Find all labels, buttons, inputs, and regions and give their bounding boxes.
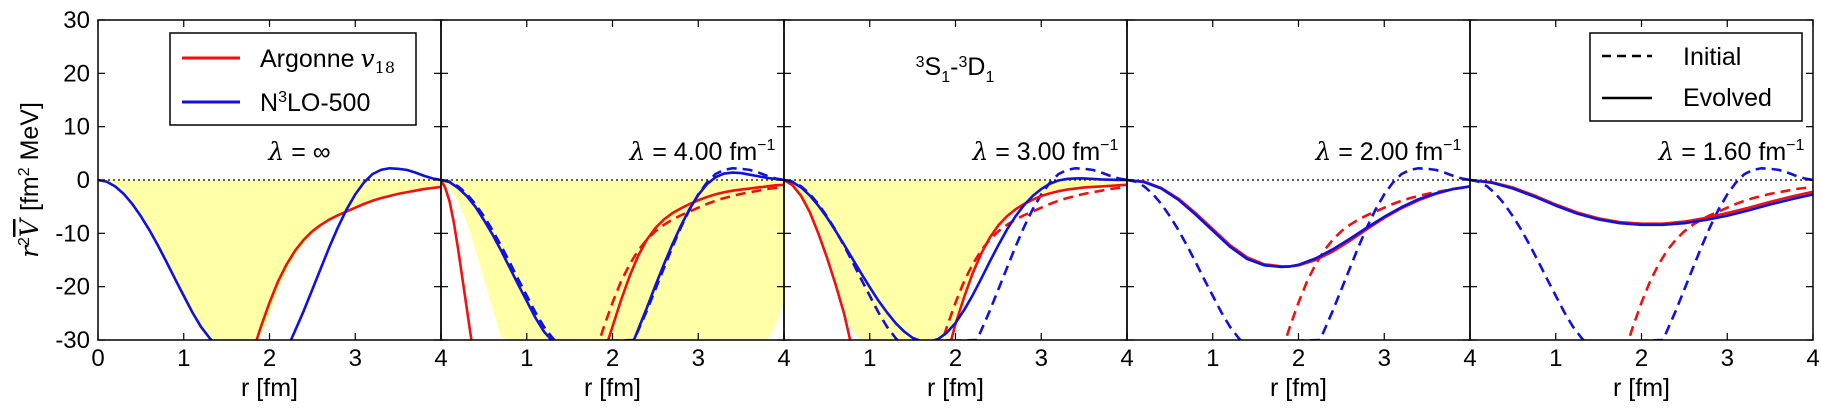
panel-2-series-3 <box>441 179 784 340</box>
legend-evolved-label: Evolved <box>1683 84 1772 112</box>
legend-n3lo-label: N3LO-500 <box>260 89 370 117</box>
panel-3-xtick-label-2: 2 <box>949 345 962 372</box>
panel-5-series-3 <box>1470 178 1813 226</box>
panel-3-series-3 <box>784 178 1127 340</box>
panel-4-xtick-label-1: 1 <box>1206 345 1219 372</box>
panel-1-xtick-label-4: 4 <box>434 345 447 372</box>
panel-2-series-1 <box>598 185 784 340</box>
panel-1-shading <box>98 180 441 340</box>
panel-4-series-2 <box>1127 166 1470 340</box>
ytick-label--30: -30 <box>55 327 90 354</box>
panel-1-x-axis-title: r [fm] <box>241 374 298 402</box>
panel-5-x-axis-title: r [fm] <box>1613 374 1670 402</box>
panel-3-series-1 <box>941 185 1127 340</box>
panel-2-xtick-label-4: 4 <box>777 345 790 372</box>
panel-3-lambda-label: λ = 3.00 fm−1 <box>971 137 1118 166</box>
panel-2-xtick-label-3: 3 <box>692 345 705 372</box>
panel-2-shading <box>441 180 784 340</box>
ytick-label-0: 0 <box>77 167 90 194</box>
panel-4-xtick-label-2: 2 <box>1292 345 1305 372</box>
panel-2-x-axis-title: r [fm] <box>584 374 641 402</box>
ticks: 0 1 2 3 4 r [fm] 1 2 3 4 r [fm] 1 2 3 4 r [fm] 1 2 3 4 r [fm… <box>55 7 1819 402</box>
panel-3-xtick-label-3: 3 <box>1035 345 1048 372</box>
y-axis-title: r2V[fm2 MeV] <box>15 102 44 258</box>
panel-1-series-1 <box>255 185 441 340</box>
ytick-label--20: -20 <box>55 274 90 301</box>
panel-4-x-axis-title: r [fm] <box>1270 374 1327 402</box>
panel-4-lambda-label: λ = 2.00 fm−1 <box>1314 137 1461 166</box>
legend-styles-box <box>1589 32 1803 122</box>
panel-3-shading <box>784 180 1127 340</box>
panel-1-lambda-label: λ = ∞ <box>267 137 330 166</box>
curves-layer <box>98 166 1813 340</box>
ytick-label-30: 30 <box>63 7 90 34</box>
ytick-label-10: 10 <box>63 114 90 141</box>
legend-styles: Initial Evolved <box>1589 32 1803 122</box>
panel-5-xtick-label-1: 1 <box>1549 345 1562 372</box>
chart-title: 3S1-3D1 <box>916 53 995 86</box>
panel-5-series-1 <box>1627 185 1813 340</box>
panel-5-lambda-label: λ = 1.60 fm−1 <box>1657 137 1804 166</box>
panel-5-xtick-label-2: 2 <box>1635 345 1648 372</box>
panel-5-xtick-label-3: 3 <box>1721 345 1734 372</box>
legend-models: Argonne v18 N3LO-500 <box>169 32 417 126</box>
ytick-label--10: -10 <box>55 220 90 247</box>
panel-2-lambda-label: λ = 4.00 fm−1 <box>628 137 775 166</box>
panel-5-series-4 <box>1470 178 1813 227</box>
panel-3-series-4 <box>784 177 1127 340</box>
panel-4-series-3 <box>1127 178 1470 268</box>
panel-3-x-axis-title: r [fm] <box>927 374 984 402</box>
panel-2-xtick-label-2: 2 <box>606 345 619 372</box>
panel-1-series-2 <box>98 166 441 340</box>
legend-initial-label: Initial <box>1683 43 1741 71</box>
panel-4-xtick-label-3: 3 <box>1378 345 1391 372</box>
panel-3-xtick-label-4: 4 <box>1120 345 1133 372</box>
panel-4-series-4 <box>1127 178 1470 269</box>
panel-3-xtick-label-1: 1 <box>863 345 876 372</box>
legend-models-box <box>169 32 417 126</box>
panel-2-series-4 <box>441 171 784 340</box>
panel-1-xtick-label-2: 2 <box>263 345 276 372</box>
panel-4-series-1 <box>1284 185 1470 340</box>
panel-2-series-2 <box>441 166 784 340</box>
shading-layer <box>98 180 1127 340</box>
panel-5-xtick-label-4: 4 <box>1806 345 1819 372</box>
legend-argonne-label: Argonne v18 <box>260 44 395 77</box>
panel-2-xtick-label-1: 1 <box>520 345 533 372</box>
panel-1-xtick-label-0: 0 <box>91 345 104 372</box>
panel-5-series-2 <box>1470 166 1813 340</box>
panel-1-xtick-label-3: 3 <box>349 345 362 372</box>
panel-1-xtick-label-1: 1 <box>177 345 190 372</box>
lambda-labels: λ = ∞ λ = 4.00 fm−1 λ = 3.00 fm−1 λ = 2.00 … <box>267 137 1804 166</box>
ytick-label-20: 20 <box>63 60 90 87</box>
panel-4-xtick-label-4: 4 <box>1463 345 1476 372</box>
